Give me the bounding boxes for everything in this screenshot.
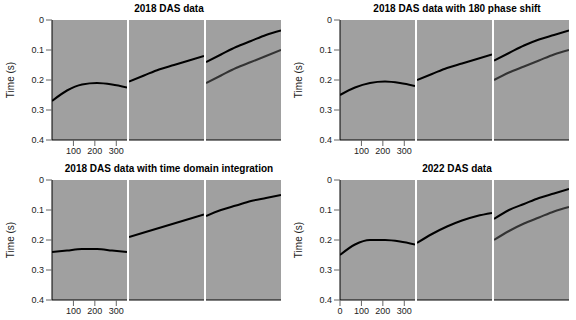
svg-text:0.2: 0.2 <box>31 235 44 245</box>
svg-text:Time (s): Time (s) <box>293 222 304 258</box>
svg-text:0.3: 0.3 <box>319 105 332 115</box>
svg-text:Time (s): Time (s) <box>293 62 304 98</box>
svg-text:300: 300 <box>397 306 412 316</box>
svg-text:0.4: 0.4 <box>319 135 332 145</box>
svg-text:100: 100 <box>66 146 81 156</box>
html-text:2018 DAS data: 2018 DAS data <box>134 3 204 14</box>
html-text:2018 DAS data with time domain: 2018 DAS data with time domain integrati… <box>64 163 274 174</box>
svg-text:0.2: 0.2 <box>319 235 332 245</box>
svg-text:100: 100 <box>354 146 369 156</box>
svg-text:300: 300 <box>109 306 124 316</box>
html-text:2022 DAS data: 2022 DAS data <box>422 163 492 174</box>
svg-text:300: 300 <box>397 146 412 156</box>
svg-text:0.4: 0.4 <box>31 135 44 145</box>
svg-text:Time (s): Time (s) <box>5 222 16 258</box>
svg-text:0.4: 0.4 <box>319 295 332 305</box>
svg-text:0: 0 <box>327 16 332 25</box>
svg-text:Time (s): Time (s) <box>5 62 16 98</box>
svg-text:0.3: 0.3 <box>31 265 44 275</box>
svg-text:0.1: 0.1 <box>31 205 44 215</box>
svg-text:0.1: 0.1 <box>319 205 332 215</box>
svg-text:0.2: 0.2 <box>31 75 44 85</box>
svg-text:200: 200 <box>87 306 102 316</box>
svg-text:0.1: 0.1 <box>319 45 332 55</box>
html-text:2018 DAS data with 180 phase s: 2018 DAS data with 180 phase shift <box>373 3 541 14</box>
svg-text:0.4: 0.4 <box>31 295 44 305</box>
svg-text:200: 200 <box>87 146 102 156</box>
svg-text:300: 300 <box>109 146 124 156</box>
svg-text:0: 0 <box>337 306 342 316</box>
svg-text:0: 0 <box>39 176 44 185</box>
svg-text:0.3: 0.3 <box>319 265 332 275</box>
svg-text:100: 100 <box>354 306 369 316</box>
svg-text:100: 100 <box>66 306 81 316</box>
svg-text:0: 0 <box>327 176 332 185</box>
svg-text:200: 200 <box>375 306 390 316</box>
svg-text:0.2: 0.2 <box>319 75 332 85</box>
svg-text:0.3: 0.3 <box>31 105 44 115</box>
svg-text:0.1: 0.1 <box>31 45 44 55</box>
svg-text:0: 0 <box>39 16 44 25</box>
svg-text:200: 200 <box>375 146 390 156</box>
